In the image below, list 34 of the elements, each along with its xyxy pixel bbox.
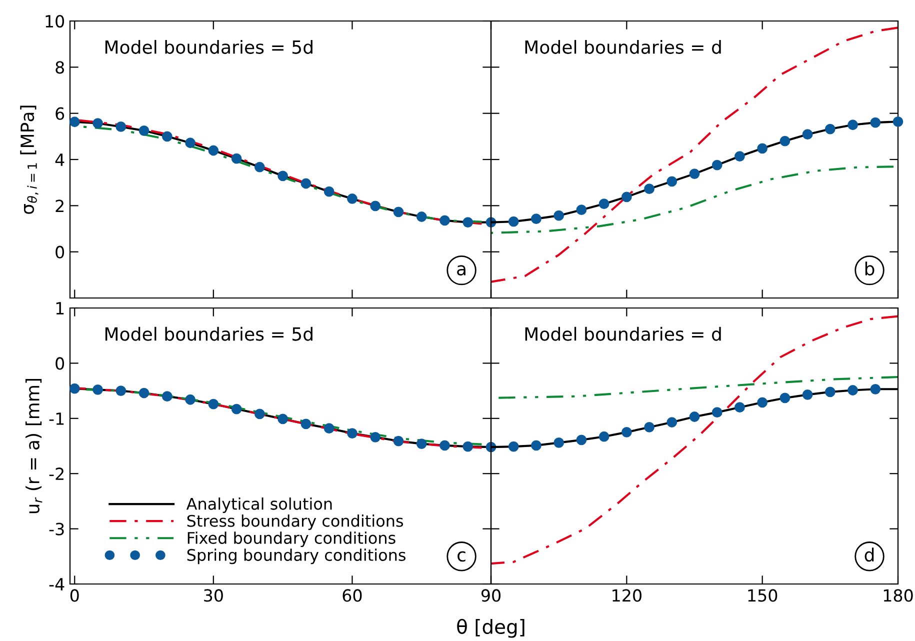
y-tick-label: 2 — [56, 200, 64, 212]
x-tick-label: 120 — [612, 589, 642, 602]
y-tick-label: -2 — [49, 468, 64, 480]
y-axis-title: u$_{r}$ (r = a) [mm] — [25, 379, 42, 514]
y-tick-label: 4 — [55, 154, 64, 166]
x-tick-label: 150 — [748, 589, 778, 602]
x-tick-label: 0 — [70, 589, 79, 602]
y-tick-label: 10 — [46, 14, 64, 28]
x-tick-label: 60 — [342, 589, 362, 602]
annotation: b — [865, 262, 874, 276]
y-tick-label: 1 — [56, 302, 64, 314]
x-tick-label: 180 — [884, 589, 913, 602]
legend-label: Analytical solution — [186, 497, 332, 513]
y-axis-title: σ$_{θ,i=1}$ [MPa] — [20, 106, 38, 214]
legend-label: Spring boundary conditions — [187, 548, 406, 564]
x-tick-label: 90 — [481, 589, 500, 602]
y-tick-label: 0 — [56, 357, 64, 370]
annotation: Model boundaries = 5d — [105, 326, 312, 341]
annotation: Model boundaries = 5d — [105, 40, 312, 54]
legend-label: Stress boundary conditions — [187, 514, 404, 530]
annotation: Model boundaries = d — [525, 40, 721, 54]
legend-label: Fixed boundary conditions — [188, 532, 396, 548]
x-tick-label: 30 — [204, 589, 223, 602]
y-tick-label: -3 — [49, 522, 64, 536]
y-tick-label: -4 — [49, 578, 64, 590]
y-tick-label: 0 — [56, 246, 64, 258]
annotation: a — [457, 265, 466, 276]
x-axis-title: θ [deg] — [457, 618, 524, 638]
y-tick-label: 8 — [56, 61, 64, 74]
y-tick-label: -1 — [49, 412, 64, 425]
annotation: Model boundaries = d — [525, 326, 721, 341]
y-tick-label: 6 — [56, 107, 64, 120]
annotation: c — [458, 551, 466, 562]
annotation: d — [864, 548, 874, 562]
